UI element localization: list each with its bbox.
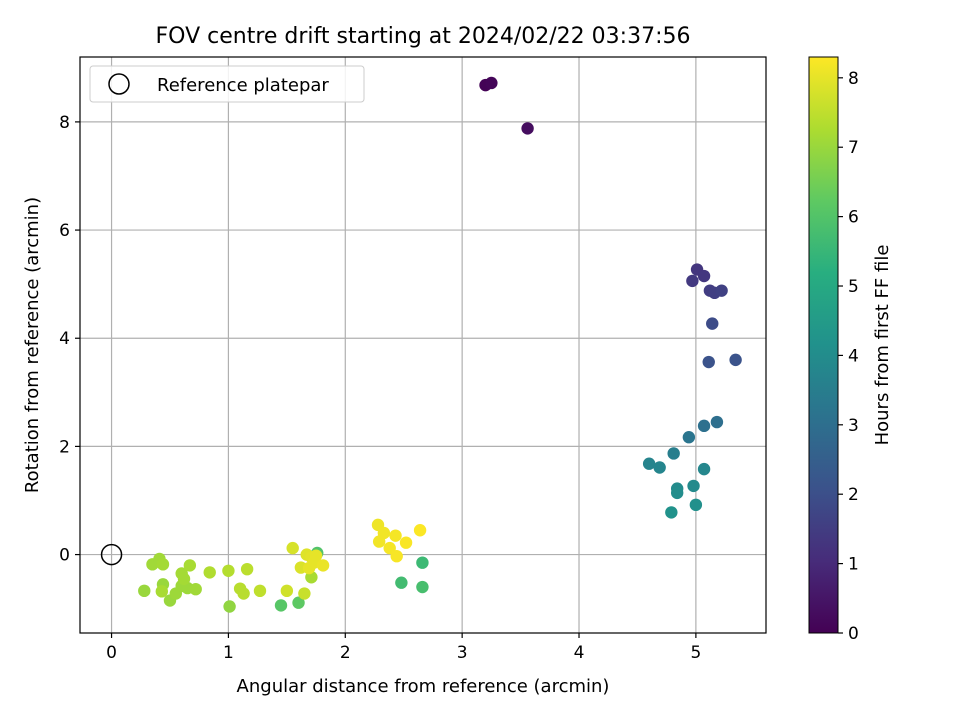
data-point [138, 584, 151, 598]
data-point [183, 559, 197, 572]
colorbar: 0 1 2 3 4 5 6 7 8 Hours from first FF file [808, 56, 893, 644]
legend-box [89, 65, 365, 103]
data-point [710, 415, 724, 429]
data-point [702, 355, 715, 369]
colorbar-tick-label: 0 [848, 624, 859, 644]
reference-point [100, 543, 123, 566]
data-point [156, 558, 170, 571]
reference-layer [100, 543, 123, 566]
data-point [416, 556, 429, 569]
chart-title: FOV centre drift starting at 2024/02/22 … [156, 24, 691, 49]
data-point [383, 541, 396, 555]
data-point [302, 561, 316, 575]
data-point [642, 457, 656, 470]
data-point [237, 587, 250, 600]
data-point [316, 559, 330, 572]
data-point [667, 447, 680, 460]
colorbar-tick-label: 5 [848, 277, 859, 297]
data-point [682, 431, 696, 444]
data-point [416, 580, 429, 594]
data-point [240, 562, 254, 576]
data-point [697, 419, 711, 433]
y-tick-label: 8 [59, 113, 70, 133]
grid-layer [80, 57, 766, 633]
colorbar-ticks: 0 1 2 3 4 5 6 7 8 [838, 69, 859, 644]
data-point [665, 506, 678, 519]
colorbar-tick-label: 8 [848, 69, 859, 89]
data-point [697, 462, 711, 476]
legend-marker-reference [108, 73, 130, 95]
data-point [485, 76, 498, 90]
data-point [203, 566, 216, 579]
data-point [292, 596, 305, 609]
data-point [689, 498, 703, 512]
data-point [280, 584, 294, 598]
data-point [222, 564, 235, 578]
y-tick-label: 0 [59, 546, 70, 566]
x-tick-label: 2 [340, 643, 351, 663]
colorbar-tick-label: 4 [848, 346, 859, 366]
colorbar-tick-label: 7 [848, 138, 859, 158]
data-point [715, 284, 728, 297]
legend: Reference platepar [89, 65, 365, 103]
colorbar-tick-label: 6 [848, 208, 859, 228]
data-point [286, 541, 299, 555]
y-tick-label: 2 [59, 437, 70, 457]
data-point [390, 550, 403, 563]
data-point [372, 535, 386, 548]
data-point [729, 353, 742, 367]
colorbar-tick-label: 2 [848, 485, 859, 505]
data-point [389, 529, 402, 542]
x-ticks: 0 1 2 3 4 5 [106, 633, 701, 663]
colorbar-tick-label: 1 [848, 555, 859, 575]
data-point [155, 585, 169, 598]
data-point [670, 486, 684, 500]
data-point [706, 317, 719, 330]
x-tick-label: 4 [574, 643, 585, 663]
data-point [298, 587, 311, 600]
y-axis-label: Rotation from reference (arcmin) [22, 197, 43, 493]
x-axis-label: Angular distance from reference (arcmin) [237, 676, 610, 697]
data-point [399, 536, 413, 549]
colorbar-gradient [808, 56, 839, 634]
data-point [687, 479, 700, 493]
data-point [223, 600, 236, 613]
x-tick-label: 0 [106, 643, 117, 663]
y-tick-label: 6 [59, 221, 70, 241]
x-tick-label: 1 [223, 643, 234, 663]
data-point [253, 584, 267, 598]
data-point [309, 549, 323, 562]
data-point [697, 269, 711, 283]
y-ticks: 0 2 4 6 8 [59, 113, 80, 566]
data-point [189, 582, 202, 596]
data-point [413, 524, 427, 537]
colorbar-tick-label: 3 [848, 416, 859, 436]
points-layer [138, 76, 742, 613]
y-tick-label: 4 [59, 329, 70, 349]
data-point [521, 122, 534, 135]
x-tick-label: 3 [457, 643, 468, 663]
legend-label-reference: Reference platepar [157, 75, 329, 96]
data-point [653, 461, 666, 474]
colorbar-label: Hours from first FF file [872, 245, 893, 446]
plot-frame [79, 56, 767, 634]
data-point [177, 572, 191, 586]
data-point [274, 599, 288, 612]
data-point [686, 274, 699, 288]
data-point [395, 576, 408, 589]
x-tick-label: 5 [690, 643, 701, 663]
